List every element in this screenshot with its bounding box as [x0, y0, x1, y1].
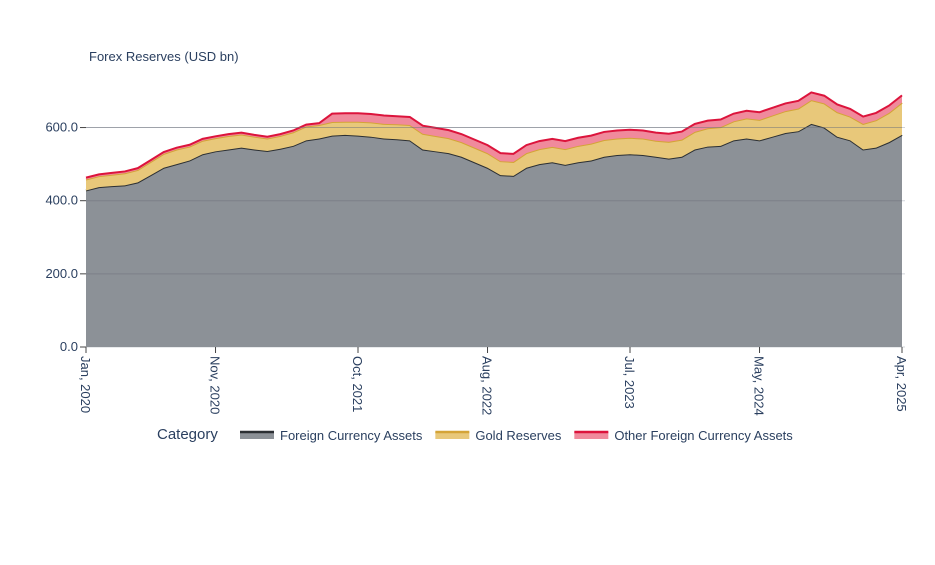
legend-swatch [240, 432, 274, 439]
chart-title: Forex Reserves (USD bn) [89, 49, 239, 64]
x-tick-label: Aug, 2022 [480, 356, 495, 415]
axes: 0.0 200.0 400.0 600.0 Jan, 2020 Nov, 2020 Oct,… [45, 120, 909, 416]
x-tick-label: Apr, 2025 [894, 356, 909, 412]
x-tick-label: Nov, 2020 [208, 356, 223, 414]
legend-title: Category [157, 426, 218, 443]
y-tick-label: 600.0 [45, 120, 78, 135]
y-tick-label: 200.0 [45, 266, 78, 281]
area [86, 92, 902, 180]
y-tick-label: 400.0 [45, 193, 78, 208]
area [86, 123, 902, 347]
legend-swatch [574, 432, 609, 439]
x-tick-label: Jul, 2023 [622, 356, 637, 409]
x-tick-label: May, 2024 [752, 356, 767, 416]
legend: Category Foreign Currency Assets Gold Rese… [157, 426, 793, 443]
legend-label: Other Foreign Currency Assets [614, 428, 793, 443]
x-tick-label: Jan, 2020 [78, 356, 93, 413]
y-tick-label: 0.0 [60, 339, 78, 354]
legend-swatch [435, 432, 470, 439]
x-tick-label: Oct, 2021 [350, 356, 365, 412]
area [86, 100, 902, 191]
area-line [85, 91, 903, 179]
legend-label: Gold Reserves [475, 428, 561, 443]
legend-label: Foreign Currency Assets [280, 428, 423, 443]
areas [85, 91, 903, 347]
